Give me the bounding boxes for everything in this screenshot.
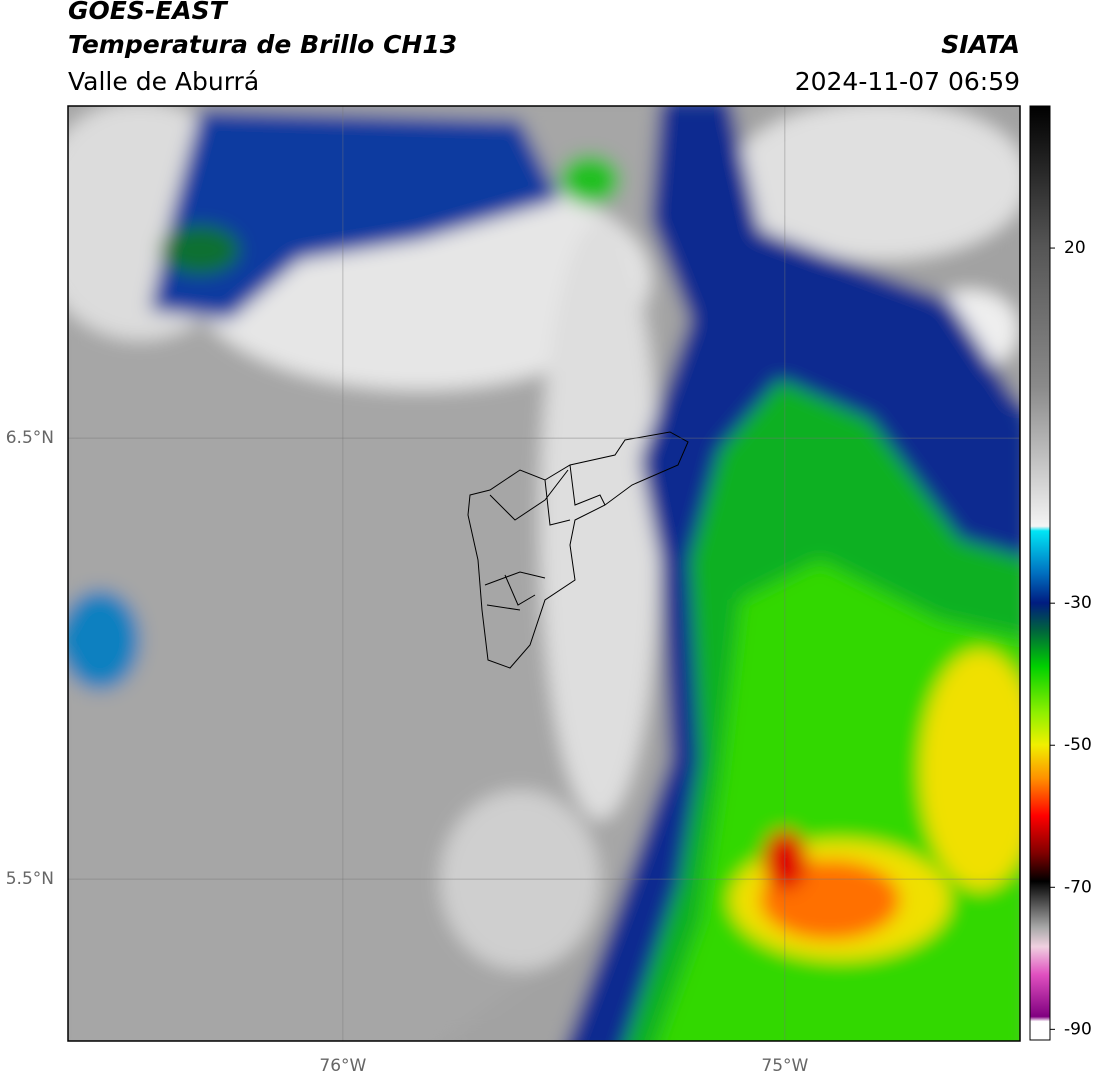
colorbar-tick-label: -90: [1064, 1019, 1092, 1039]
y-tick-label: 6.5°N: [6, 428, 54, 448]
colorbar-tick-label: -30: [1064, 593, 1092, 613]
colorbar: [1029, 105, 1051, 1041]
y-tick-label: 5.5°N: [6, 869, 54, 889]
region: Valle de Aburrá: [68, 67, 259, 96]
title: GOES-EAST: [68, 0, 229, 25]
subtitle: Temperatura de Brillo CH13: [68, 30, 457, 59]
datetime: 2024-11-07 06:59: [795, 67, 1020, 96]
source: SIATA: [941, 30, 1020, 59]
x-tick-label: 76°W: [319, 1056, 366, 1076]
x-tick-label: 75°W: [761, 1056, 808, 1076]
colorbar-tick-label: -70: [1064, 877, 1092, 897]
satellite-image: [68, 106, 1020, 1041]
municipal-boundaries: [467, 431, 689, 669]
colorbar-tick-label: -50: [1064, 735, 1092, 755]
colorbar-tick-label: 20: [1064, 238, 1086, 258]
map-frame: [67, 105, 1021, 1042]
